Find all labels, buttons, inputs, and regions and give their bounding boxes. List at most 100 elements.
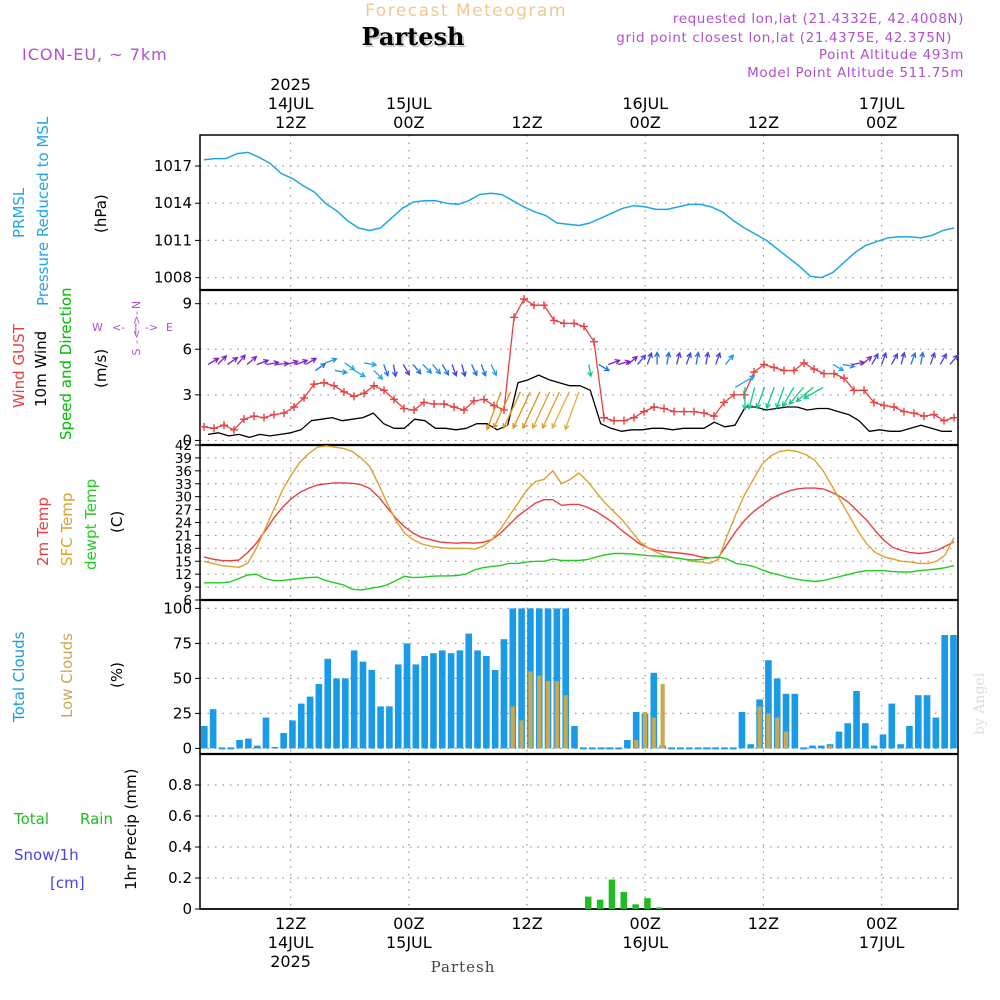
wind-arrow-head (273, 360, 280, 367)
wind-arrow (383, 364, 390, 378)
wind-arrow (502, 391, 522, 430)
wind-arrow-head (892, 352, 899, 360)
wind-arrow-head (435, 368, 442, 375)
gust-marker (560, 319, 568, 328)
wind-ytick-label: 3 (182, 386, 192, 404)
wind-arrow-head (404, 369, 410, 377)
temperature-ytick-label: 33 (175, 477, 192, 493)
gust-marker (300, 393, 308, 402)
gust-marker (660, 404, 668, 413)
total-cloud-bar (879, 734, 887, 749)
bottom-time-label: 15JUL (386, 933, 432, 952)
pressure-panel: 1008 1011 1014 1017 (154, 134, 959, 291)
wind-arrow (373, 370, 384, 380)
wind-arrow-head (371, 361, 378, 368)
wind-arrow (627, 355, 639, 365)
wind-arrow-shaft (432, 364, 441, 375)
wind-arrow-head (765, 402, 771, 410)
wind-arrow-shaft (227, 357, 238, 365)
precip-ytick-label: 0.6 (168, 807, 192, 825)
low-cloud-bar (651, 717, 656, 749)
gust-marker (550, 316, 558, 325)
wind-arrow (324, 357, 338, 364)
clouds-ytick-label: 100 (163, 599, 192, 617)
wind-arrow-shaft (383, 364, 389, 376)
total-cloud-bar (809, 745, 816, 749)
gust-marker (230, 425, 238, 434)
wind-arrow (734, 375, 756, 388)
total-cloud-bar (245, 738, 252, 749)
wind-arrow-shaft (512, 391, 531, 429)
total-cloud-bar (624, 740, 631, 749)
low-cloud-bar (510, 706, 515, 749)
wind-arrow-shaft (471, 364, 478, 376)
wind-arrow-head (647, 351, 653, 359)
wind-arrow-head (383, 370, 390, 378)
wind-arrow-shaft (949, 354, 959, 365)
total-cloud-bar (412, 664, 420, 749)
wind-arrow (490, 364, 498, 377)
wind-arrow (646, 351, 653, 365)
gust-marker (690, 407, 698, 416)
rain-bar (608, 879, 616, 909)
wind-arrow-shaft (646, 352, 653, 365)
wind-arrow (724, 354, 735, 365)
wind-arrow (551, 391, 570, 430)
wind-arrow-shaft (766, 387, 775, 409)
temperature-ytick-label: 21 (175, 528, 192, 544)
gust-marker (480, 395, 488, 404)
wind-arrow (315, 362, 327, 372)
gust-marker (790, 366, 798, 375)
total-cloud-bar (394, 664, 402, 749)
wind-arrow-head (551, 423, 557, 430)
total-cloud-bar (844, 723, 852, 749)
wind-ytick-label: 6 (182, 340, 192, 358)
total-clouds-label: Total Clouds (10, 631, 28, 723)
dewpt-label: dewpt Temp (82, 479, 100, 570)
wind-arrow-shaft (796, 386, 814, 402)
total-cloud-bar (923, 695, 931, 749)
wind-arrow-shaft (217, 355, 227, 365)
wind-arrow (842, 362, 856, 369)
wind-arrow-head (749, 375, 756, 381)
wind-arrow-shaft (929, 352, 936, 365)
wind-arrow-head (654, 351, 661, 358)
gust-marker (470, 396, 478, 405)
total-cloud-bar (236, 740, 243, 749)
wind-arrow-head (704, 351, 711, 358)
top-time-label: 16JUL (622, 94, 668, 113)
wind-arrow-head (531, 423, 538, 430)
wind-arrow (654, 351, 661, 365)
wind-arrow-head (481, 370, 487, 378)
wind-arrow (207, 357, 220, 366)
total-cloud-bar (509, 608, 517, 749)
wind-arrow-shaft (285, 360, 298, 366)
wind-arrow-shaft (608, 359, 620, 366)
total-cloud-bar (914, 695, 922, 749)
wind-arrow-shaft (207, 357, 219, 366)
wind-arrow (451, 364, 458, 378)
total-cloud-bar (650, 672, 658, 749)
wind-arrow-shaft (748, 387, 756, 409)
gust-marker (750, 368, 758, 377)
wind-arrow (391, 364, 398, 378)
wind-arrow-head (686, 351, 692, 359)
gust-marker (670, 407, 678, 416)
wind-arrow-head (292, 359, 300, 366)
wind-arrow-shaft (695, 352, 699, 365)
total-cloud-bar (297, 703, 305, 749)
point-altitude: Point Altitude 493m (819, 47, 964, 63)
gust-marker (220, 421, 228, 430)
temperature-labels: 2m Temp SFC Temp dewpt Temp (C) (34, 479, 126, 570)
wind-arrow-shaft (412, 364, 422, 375)
wind-arrow (512, 391, 531, 430)
wind-arrow-head (461, 371, 467, 378)
precip-unit-label: 1hr Precip (mm) (122, 769, 140, 890)
wind-arrow-shaft (441, 364, 449, 376)
top-time-label: 12Z (511, 113, 542, 132)
model-altitude: Model Point Altitude 511.75m (747, 65, 964, 81)
wind-arrow-head (377, 374, 384, 380)
gust-marker (880, 401, 888, 410)
wind-arrow-shaft (803, 386, 824, 399)
total-cloud-bar (632, 712, 640, 749)
